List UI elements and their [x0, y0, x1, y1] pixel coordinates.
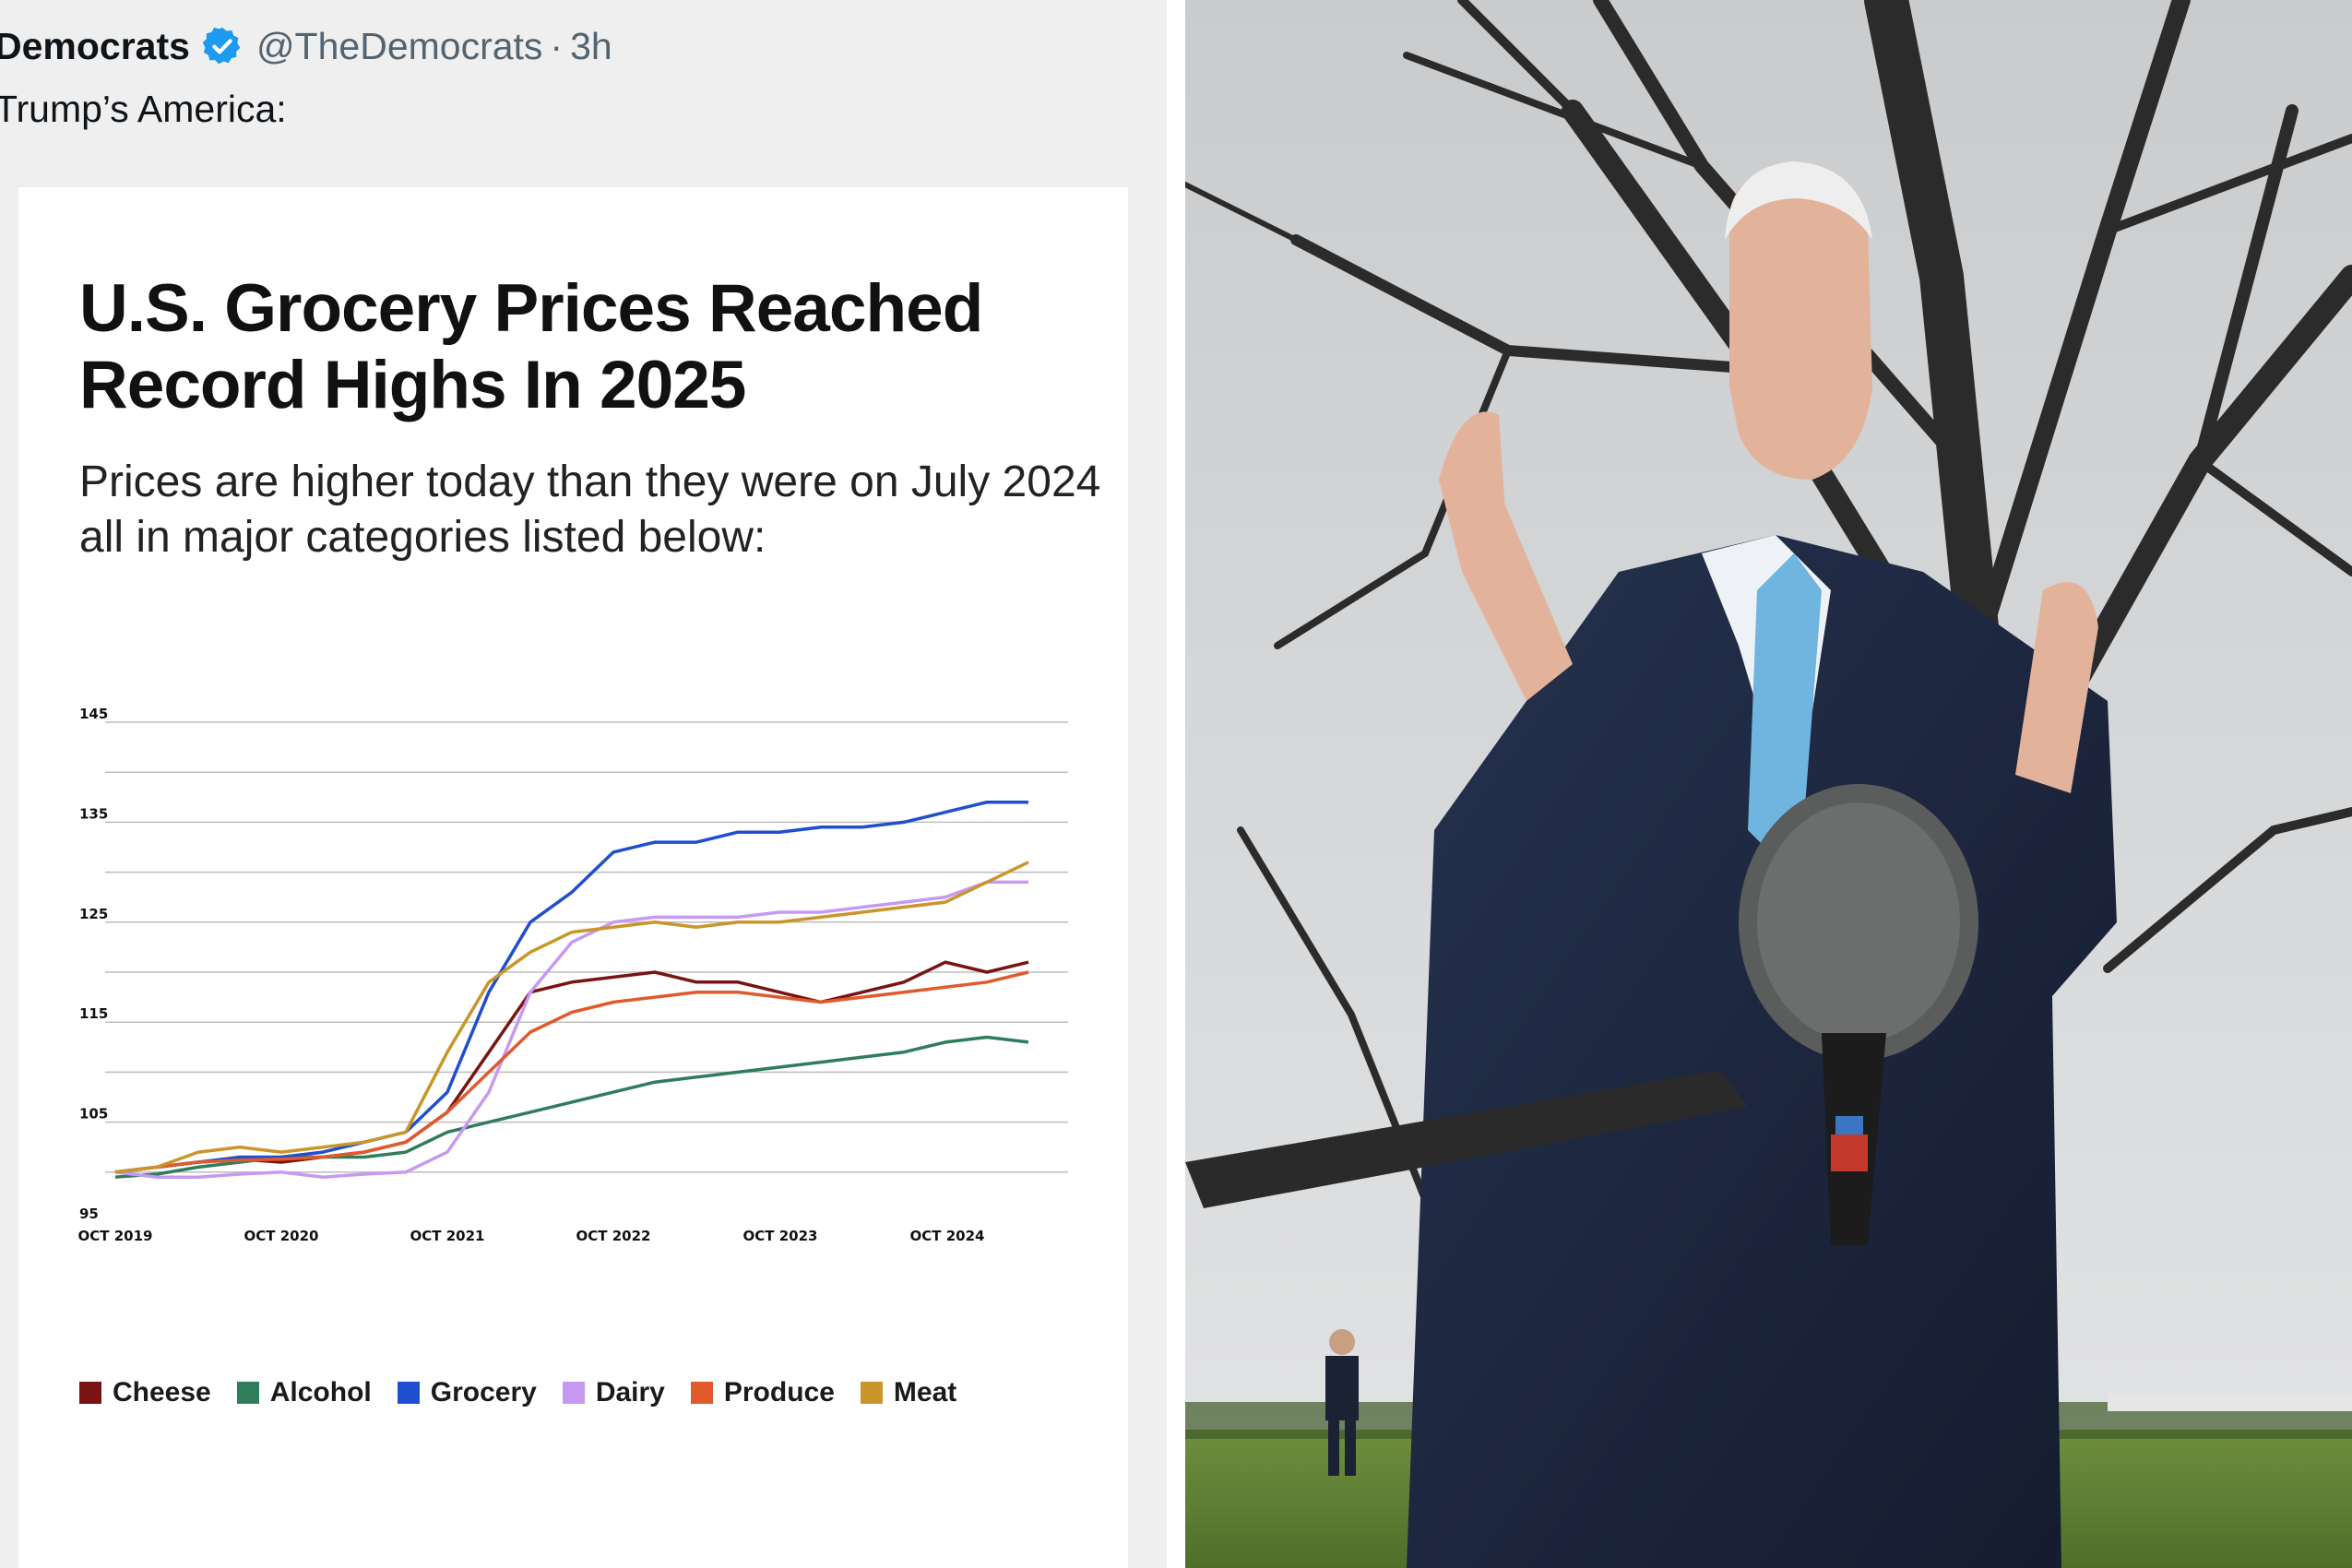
line-chart: 95 105 115 125 135 145 OCT 2019 OCT 2020 OCT 202… [78, 706, 1068, 1244]
chart-card[interactable]: U.S. Grocery Prices Reached Record Highs… [18, 187, 1128, 1568]
legend-swatch [562, 1382, 585, 1404]
tweet-timestamp[interactable]: 3h [570, 24, 612, 67]
series-line-cheese [114, 960, 1029, 1174]
legend-swatch [690, 1382, 713, 1404]
legend-label: Grocery [430, 1377, 537, 1408]
legend-item-produce: Produce [690, 1377, 835, 1408]
microphone-icon [1185, 784, 1978, 1245]
y-tick-label: 105 [79, 1106, 108, 1123]
series-line-dairy [114, 880, 1028, 1179]
verified-badge-icon [201, 25, 244, 67]
legend-label: Produce [723, 1377, 835, 1408]
legend-item-dairy: Dairy [562, 1377, 665, 1408]
y-tick-label: 95 [79, 1206, 99, 1222]
x-tick-label: OCT 2023 [743, 1228, 818, 1244]
panel-divider [1167, 0, 1185, 1568]
tweet-text: Trump’s America: [0, 88, 287, 130]
legend-item-alcohol: Alcohol [236, 1377, 372, 1408]
tweet-header: Democrats @TheDemocrats · 3h [0, 17, 612, 76]
legend-item-grocery: Grocery [397, 1377, 537, 1408]
legend-swatch [860, 1382, 883, 1404]
y-tick-label: 135 [79, 805, 108, 822]
photo-panel [1185, 0, 2352, 1568]
speaker-figure [1407, 161, 2117, 1568]
chart-subtitle: Prices are higher today than they were o… [79, 457, 1101, 562]
legend-label: Alcohol [269, 1377, 372, 1408]
y-tick-label: 115 [79, 1005, 108, 1022]
x-tick-label: OCT 2021 [410, 1228, 485, 1244]
legend-swatch [79, 1382, 101, 1404]
legend-swatch [236, 1382, 259, 1404]
background-agent-figure [1325, 1329, 1359, 1476]
chart-legend: Cheese Alcohol Grocery Dairy Produce Meat [79, 1377, 982, 1408]
x-tick-label: OCT 2024 [910, 1228, 985, 1244]
legend-item-meat: Meat [860, 1377, 957, 1408]
series-line-grocery [114, 800, 1028, 1174]
series-line-meat [114, 861, 1029, 1174]
legend-swatch [397, 1382, 420, 1404]
legend-label: Meat [893, 1377, 957, 1408]
tweet-panel: Democrats @TheDemocrats · 3h Trump’s Ame… [0, 0, 1167, 1568]
press-photo [1185, 0, 2352, 1568]
y-tick-label: 145 [79, 706, 108, 722]
x-tick-label: OCT 2022 [576, 1228, 651, 1244]
legend-label: Cheese [113, 1377, 211, 1408]
tweet-separator: · [550, 24, 564, 67]
fence [2108, 1393, 2352, 1411]
legend-label: Dairy [595, 1377, 665, 1408]
x-tick-label: OCT 2020 [244, 1228, 319, 1244]
y-tick-label: 125 [79, 906, 108, 922]
series-line-produce [114, 970, 1029, 1174]
legend-item-cheese: Cheese [79, 1377, 211, 1408]
chart-title: U.S. Grocery Prices Reached Record Highs… [79, 271, 983, 422]
chart-gridlines [105, 721, 1068, 1173]
tweet-author-handle[interactable]: @TheDemocrats [255, 24, 543, 67]
x-tick-label: OCT 2019 [78, 1228, 153, 1244]
tweet-author-name[interactable]: Democrats [0, 24, 190, 67]
